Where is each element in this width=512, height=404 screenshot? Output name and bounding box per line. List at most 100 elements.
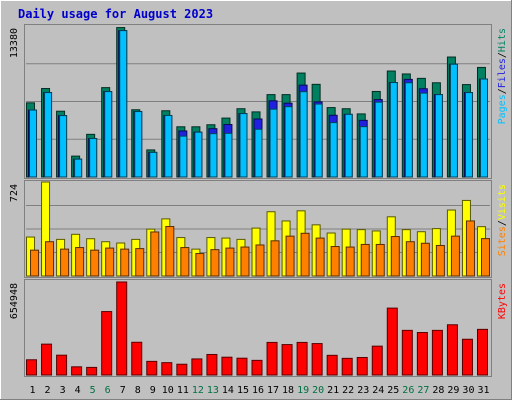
bar-sites-day-3 — [60, 248, 70, 277]
bar-pages-day-15 — [239, 113, 248, 178]
bar-kbytes-day-26 — [401, 329, 413, 376]
bar-kbytes-day-6 — [101, 311, 113, 376]
bar-pages-day-20 — [314, 103, 323, 178]
x-day-label: 4 — [75, 385, 81, 396]
panel-kbytes: 654948 KBytes — [9, 281, 508, 376]
bar-kbytes-day-21 — [326, 354, 338, 376]
bar-kbytes-day-2 — [41, 343, 53, 376]
panel-legend: Pages/Files/Hits — [497, 28, 508, 124]
bar-kbytes-day-19 — [296, 341, 308, 376]
bar-pages-day-31 — [479, 78, 488, 178]
bar-sites-day-7 — [120, 248, 130, 277]
x-day-label: 15 — [237, 385, 249, 396]
x-day-label: 12 — [192, 385, 204, 396]
y-max-tick-label: 654948 — [9, 283, 20, 319]
bar-sites-day-8 — [135, 248, 145, 277]
bar-sites-day-24 — [375, 243, 385, 277]
bar-pages-day-27 — [419, 92, 428, 178]
bar-sites-day-25 — [390, 236, 400, 277]
x-day-label: 20 — [312, 385, 324, 396]
bar-sites-day-20 — [315, 237, 325, 277]
bar-pages-day-1 — [29, 109, 38, 178]
bar-kbytes-day-24 — [371, 345, 383, 376]
x-day-label: 31 — [477, 385, 489, 396]
x-axis-day-labels: 1 2 3 4 5 6 7 8 9 10 11 12 13 14 15 16 17 18 19 20 21 22 23 24 2… — [30, 385, 490, 396]
panel-frame-hits — [24, 24, 492, 179]
x-day-label: 28 — [432, 385, 444, 396]
x-day-label: 26 — [402, 385, 414, 396]
bar-kbytes-day-25 — [386, 307, 398, 376]
bar-kbytes-day-20 — [311, 343, 323, 376]
bar-sites-day-14 — [225, 247, 235, 277]
bar-sites-day-22 — [345, 246, 355, 277]
x-day-label: 23 — [357, 385, 369, 396]
panel-visits-sites: 724 Sites/Visits — [9, 181, 508, 277]
legend-separator: / — [497, 88, 508, 94]
x-day-label: 13 — [207, 385, 219, 396]
bar-sites-day-5 — [90, 249, 100, 277]
bar-kbytes-day-11 — [176, 363, 188, 376]
bar-sites-day-9 — [150, 231, 160, 277]
bar-kbytes-day-27 — [416, 332, 428, 376]
legend-entry: Pages — [497, 94, 508, 124]
bar-kbytes-day-22 — [341, 357, 353, 376]
x-day-label: 21 — [327, 385, 339, 396]
bar-pages-day-7 — [119, 30, 128, 178]
x-day-label: 7 — [120, 385, 126, 396]
bar-kbytes-day-15 — [236, 357, 248, 376]
legend-entry: Visits — [497, 184, 508, 220]
bar-pages-day-16 — [254, 128, 263, 178]
bar-kbytes-day-29 — [446, 324, 458, 376]
x-day-label: 3 — [60, 385, 66, 396]
bar-pages-day-9 — [149, 151, 158, 178]
bar-pages-day-11 — [179, 135, 188, 178]
bar-kbytes-day-8 — [131, 341, 143, 376]
bar-pages-day-19 — [299, 91, 308, 178]
x-day-label: 19 — [297, 385, 309, 396]
x-day-label: 5 — [90, 385, 96, 396]
y-max-tick-label: 13380 — [9, 28, 20, 58]
bar-sites-day-10 — [165, 226, 175, 277]
bar-sites-day-15 — [240, 246, 250, 277]
bar-pages-day-30 — [464, 92, 473, 178]
x-day-label: 30 — [462, 385, 474, 396]
bar-pages-day-5 — [89, 138, 98, 178]
bar-pages-day-13 — [209, 133, 218, 178]
bar-pages-day-10 — [164, 114, 173, 178]
bar-kbytes-day-7 — [116, 281, 128, 376]
bar-kbytes-day-28 — [431, 329, 443, 376]
bar-kbytes-day-30 — [461, 338, 473, 376]
x-day-label: 29 — [447, 385, 459, 396]
bar-pages-day-14 — [224, 132, 233, 178]
bar-pages-day-26 — [404, 82, 413, 178]
bar-sites-day-6 — [105, 247, 115, 277]
x-day-label: 24 — [372, 385, 384, 396]
bar-kbytes-day-16 — [251, 359, 263, 376]
bar-sites-day-11 — [180, 247, 190, 277]
bar-pages-day-6 — [104, 91, 113, 178]
x-day-label: 14 — [222, 385, 234, 396]
bar-pages-day-25 — [389, 82, 398, 178]
bar-pages-day-18 — [284, 106, 293, 178]
bar-kbytes-day-13 — [206, 353, 218, 376]
x-day-label: 8 — [135, 385, 141, 396]
x-day-label: 9 — [150, 385, 156, 396]
x-day-label: 2 — [45, 385, 51, 396]
bar-kbytes-day-10 — [161, 362, 173, 376]
panel-legend: KBytes — [497, 283, 508, 319]
x-day-label: 10 — [162, 385, 174, 396]
chart-title: Daily usage for August 2023 — [18, 7, 213, 21]
bar-kbytes-day-18 — [281, 344, 293, 376]
panel-frame-kbytes — [24, 279, 492, 377]
panel-legend: Sites/Visits — [497, 184, 508, 256]
bar-pages-day-28 — [434, 94, 443, 178]
bar-sites-day-30 — [465, 220, 475, 277]
bar-pages-day-21 — [329, 122, 338, 178]
x-day-label: 16 — [252, 385, 264, 396]
bar-pages-day-12 — [194, 131, 203, 178]
x-day-label: 6 — [105, 385, 111, 396]
bar-kbytes-day-9 — [146, 360, 158, 376]
bar-kbytes-day-23 — [356, 356, 368, 376]
